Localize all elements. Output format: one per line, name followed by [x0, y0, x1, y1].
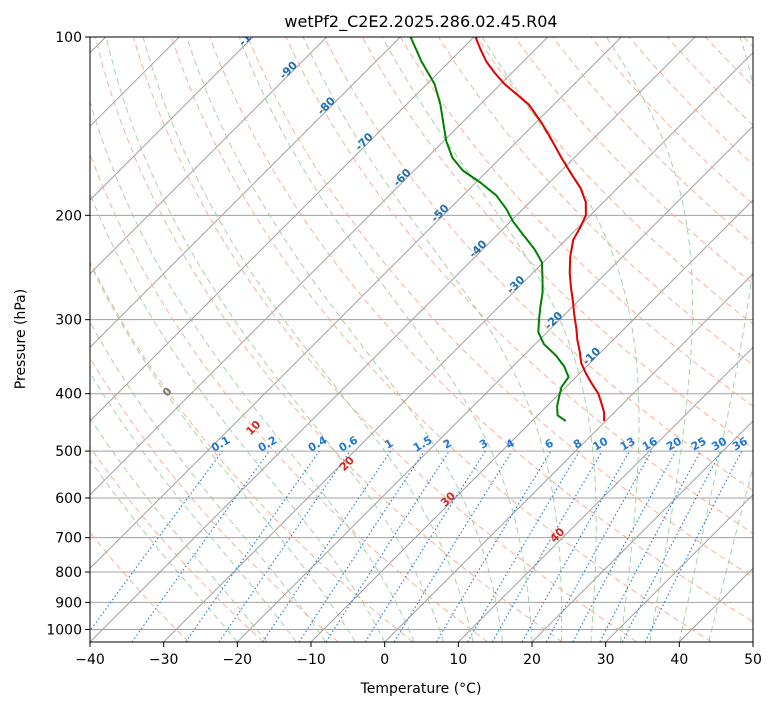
moist-adiabat-line [381, 37, 597, 642]
isotherm-line [90, 37, 549, 496]
mixing-ratio-line [185, 450, 320, 642]
mixing-ratio-line [131, 450, 270, 642]
isotherm-line [90, 37, 328, 275]
x-tick-label: −30 [149, 652, 179, 668]
moist-adiabats [90, 37, 753, 642]
y-tick-label: 200 [55, 208, 82, 224]
y-tick-label: 300 [55, 313, 82, 329]
moist-adiabat-line [90, 417, 268, 642]
dry-adiabat-line [94, 37, 563, 642]
x-tick-label: 50 [744, 652, 762, 668]
moist-adiabat-line [90, 262, 356, 642]
dry-adiabat-line [90, 356, 339, 642]
moist-adiabat-line [302, 37, 563, 642]
y-axis-ticks: 1000 900 800 700 600 500 400 300 200 100 [46, 30, 90, 638]
x-tick-label: 10 [449, 652, 467, 668]
isotherm-line [605, 493, 753, 642]
dry-adiabat-line [247, 37, 753, 578]
moist-adiabat-line [606, 37, 693, 642]
profile-series [409, 37, 606, 422]
x-axis-ticks: −40 −30 −20 −10 0 10 20 30 40 50 [75, 642, 762, 668]
y-tick-label: 1000 [46, 622, 82, 638]
dry-adiabat-line [285, 37, 753, 535]
isotherm-line [236, 125, 753, 642]
dry-adiabat-line [132, 37, 638, 642]
temperature-profile-line [474, 37, 606, 422]
moist-adiabat-line [238, 37, 533, 642]
y-tick-label: 100 [55, 30, 82, 46]
x-tick-label: −10 [296, 652, 326, 668]
isotherm-line [457, 346, 753, 642]
dry-adiabat-line [323, 37, 753, 491]
moist-adiabat-line [186, 37, 503, 642]
mixing-ratio-line [572, 450, 677, 642]
y-tick-label: 800 [55, 565, 82, 581]
x-tick-label: 30 [597, 652, 615, 668]
mixing-ratio-line [644, 450, 743, 642]
mixing-ratio-line [218, 450, 351, 642]
dry-adiabat-line [514, 37, 753, 285]
isotherm-line [90, 37, 696, 642]
mixing-ratio-line [90, 450, 223, 632]
isotherm-line [384, 272, 753, 642]
y-tick-label: 700 [55, 531, 82, 547]
moist-adiabat-line [481, 37, 640, 642]
y-tick-label: 400 [55, 387, 82, 403]
mixing-ratio-line [545, 450, 653, 642]
dry-adiabat-label: -100 [236, 20, 265, 49]
dry-adiabats [90, 37, 753, 642]
dry-adiabat-line [209, 37, 753, 623]
moist-adiabat-line [90, 192, 386, 642]
moist-adiabat-line [90, 321, 327, 642]
moist-adiabat-line [678, 37, 753, 642]
dry-adiabat-line [171, 37, 712, 642]
dry-adiabat-line [476, 37, 753, 325]
isotherm-gridlines [90, 37, 753, 642]
isotherm-line [90, 37, 401, 349]
x-axis-title: Temperature (°C) [360, 681, 482, 697]
isobar-gridlines [90, 37, 753, 630]
moist-adiabat-line [90, 371, 297, 642]
x-tick-label: −40 [75, 652, 105, 668]
x-tick-label: 0 [380, 652, 389, 668]
moist-adiabat-line [90, 459, 238, 642]
isotherm-line [90, 37, 475, 422]
isotherm-line [531, 420, 753, 642]
x-tick-label: 20 [523, 652, 541, 668]
mixing-ratio-line [521, 450, 630, 642]
x-tick-label: −20 [223, 652, 253, 668]
isotherm-line [90, 37, 622, 570]
moist-adiabat-line [142, 37, 474, 642]
mixing-ratio-lines [90, 450, 743, 642]
moist-adiabat-line [708, 465, 753, 642]
moist-adiabat-line [90, 99, 415, 642]
mixing-ratio-line [262, 450, 392, 642]
y-tick-label: 600 [55, 491, 82, 507]
moist-adiabat-line [105, 37, 445, 642]
y-axis-title: Pressure (hPa) [13, 289, 29, 389]
x-tick-label: 40 [670, 652, 688, 668]
chart-title: wetPf2_C2E2.2025.286.02.45.R04 [284, 12, 557, 32]
dry-adiabat-line [90, 446, 264, 642]
mixing-ratio-line [298, 450, 425, 642]
isotherm-line [90, 37, 254, 201]
isotherm-line [163, 51, 753, 642]
y-tick-label: 900 [55, 595, 82, 611]
dry-adiabat-line [90, 260, 414, 642]
plot-frame [89, 36, 754, 643]
mixing-ratio-line [325, 450, 450, 642]
dewpoint-profile-line [409, 37, 570, 422]
y-tick-label: 500 [55, 444, 82, 460]
mixing-ratio-line [393, 450, 513, 642]
